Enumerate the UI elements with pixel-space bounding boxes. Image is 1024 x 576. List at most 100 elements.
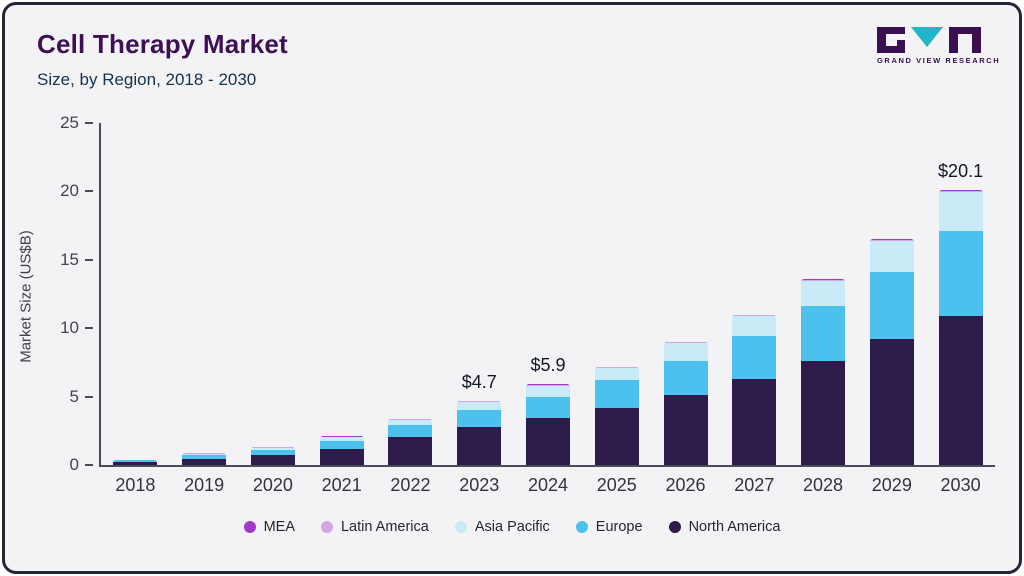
bar-segment-europe [113, 460, 158, 462]
gvr-logo-icon [877, 27, 981, 53]
bar-segment-europe [938, 231, 983, 316]
bar-segment-north-america [182, 458, 227, 465]
bar-segment-north-america [525, 418, 570, 465]
x-tick-label: 2022 [390, 475, 431, 495]
y-tick-label: 0 [69, 455, 79, 474]
bar-column [307, 123, 376, 465]
y-tick-mark [85, 190, 93, 193]
bar-segment-asia-pacific [801, 280, 846, 307]
bar-stack [457, 400, 502, 465]
bar-segment-asia-pacific [319, 437, 364, 441]
page-title: Cell Therapy Market [37, 29, 288, 59]
bar-segment-europe [732, 336, 777, 379]
bar-column [170, 123, 239, 465]
bar-segment-north-america [938, 315, 983, 465]
bar-segment-asia-pacific [869, 241, 914, 273]
y-tick-label: 15 [60, 249, 79, 269]
legend-label: Asia Pacific [474, 519, 550, 535]
legend-item: MEA [243, 519, 295, 535]
bar-column: $20.1 [926, 123, 995, 465]
legend-label: MEA [263, 519, 295, 535]
bar-segment-europe [457, 409, 502, 427]
y-tick-label: 25 [60, 113, 79, 132]
bar-segment-asia-pacific [457, 402, 502, 410]
legend-label: North America [688, 519, 781, 535]
bar-column [720, 123, 789, 465]
x-axis-labels: 2018 2019 2020 2021 2022 2023 2024 2025 2026 2027… [101, 475, 995, 496]
bar-stack [250, 447, 295, 465]
x-tick-label: 2021 [321, 475, 362, 495]
bar-column [376, 123, 445, 465]
bar-segment-north-america [732, 378, 777, 465]
x-tick-label: 2023 [459, 475, 500, 495]
bar-annotation: $5.9 [530, 355, 566, 376]
y-tick-label: 5 [69, 386, 79, 406]
x-tick-label: 2019 [184, 475, 225, 495]
bar-segment-asia-pacific [938, 192, 983, 232]
bar-segment-asia-pacific [663, 343, 708, 362]
bar-segment-latin-america [938, 190, 983, 193]
y-tick-mark [85, 258, 93, 261]
bar-segment-latin-america [319, 436, 364, 438]
y-tick-mark [85, 395, 93, 398]
bar-segment-asia-pacific [182, 453, 227, 455]
bar-stack [732, 314, 777, 465]
bar-segment-north-america [801, 361, 846, 465]
bar-segment-asia-pacific [250, 447, 295, 450]
bar-stack [594, 366, 639, 465]
bar-segment-latin-america [732, 314, 777, 316]
bar-column: $5.9 [514, 123, 583, 465]
legend-swatch [668, 521, 681, 533]
x-tick-label: 2027 [734, 475, 775, 495]
x-tick-label: 2020 [252, 475, 293, 495]
y-tick-mark [85, 327, 93, 330]
x-tick-label: 2030 [940, 475, 981, 495]
bar-segment-asia-pacific [113, 459, 158, 461]
bar-column [239, 123, 308, 465]
legend-label: Europe [595, 519, 643, 535]
bar-column [582, 123, 651, 465]
legend-item: Latin America [320, 519, 429, 535]
bar-column [789, 123, 858, 465]
bar-segment-north-america [457, 426, 502, 465]
x-tick-label: 2025 [596, 475, 637, 495]
bar-segment-mea [801, 278, 846, 280]
x-tick-label: 2029 [871, 475, 912, 495]
y-axis-title: Market Size (US$B) [17, 230, 35, 363]
bar-column [857, 123, 926, 465]
bar-segment-europe [250, 449, 295, 456]
legend-swatch [575, 521, 588, 533]
bar-segment-asia-pacific [525, 385, 570, 397]
y-axis-ticks: 0 5 10 15 20 25 [45, 113, 93, 474]
bar-segment-asia-pacific [732, 315, 777, 337]
bar-segment-latin-america [457, 401, 502, 403]
bar-segment-north-america [663, 395, 708, 465]
bar-stack [319, 436, 364, 465]
bar-stack [388, 418, 433, 466]
bar-segment-north-america [388, 436, 433, 465]
bar-segment-europe [663, 361, 708, 396]
bar-annotation: $20.1 [938, 161, 984, 182]
bar-segment-europe [182, 455, 227, 459]
x-tick-label: 2018 [115, 475, 156, 495]
bar-segment-europe [801, 306, 846, 361]
bar-segment-europe [525, 396, 570, 419]
x-tick-label: 2024 [527, 475, 568, 495]
bar-segment-europe [594, 380, 639, 408]
legend-label: Latin America [340, 519, 429, 535]
x-tick-label: 2028 [803, 475, 844, 495]
bar-segment-mea [869, 239, 914, 240]
bar-column: $4.7 [445, 123, 514, 465]
bar-segment-europe [869, 272, 914, 340]
bar-stack [869, 239, 914, 465]
bar-segment-north-america [250, 455, 295, 465]
bar-segment-north-america [319, 449, 364, 465]
y-tick-mark [85, 122, 93, 124]
bar-segment-north-america [594, 407, 639, 465]
bar-segment-europe [388, 425, 433, 437]
bar-segment-asia-pacific [388, 419, 433, 426]
bar-stack [663, 341, 708, 465]
bar-segment-latin-america [801, 279, 846, 281]
bar-stack [182, 453, 227, 465]
